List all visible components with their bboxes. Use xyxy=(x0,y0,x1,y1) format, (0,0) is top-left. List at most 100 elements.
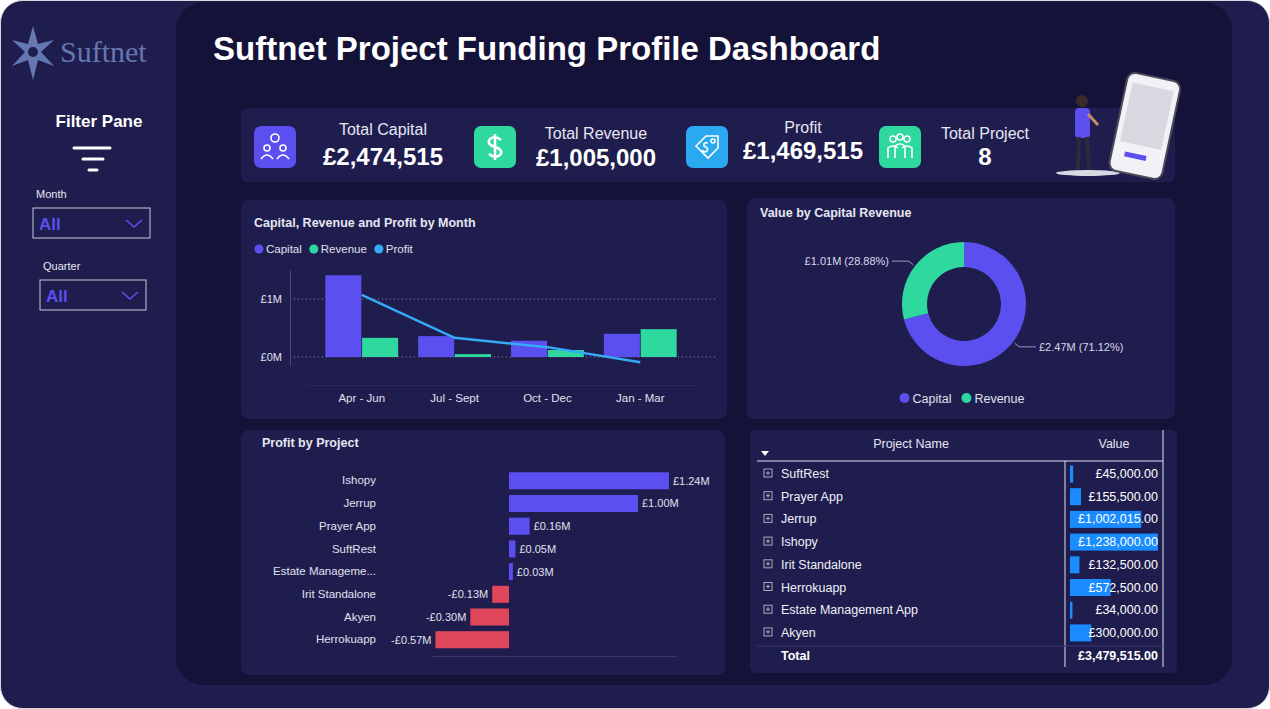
value-bar xyxy=(1070,556,1079,573)
expand-plus[interactable] xyxy=(766,471,770,475)
total-value: £3,479,515.00 xyxy=(1078,649,1158,663)
expand-plus[interactable] xyxy=(766,516,770,520)
cell-name: SuftRest xyxy=(781,467,829,481)
dropdown-chevron[interactable] xyxy=(126,220,142,227)
expand-plus[interactable] xyxy=(766,630,770,634)
kpi-card: Total Project8 xyxy=(879,125,1030,170)
x-tick-label: Jan - Mar xyxy=(616,392,665,404)
bar xyxy=(362,338,398,357)
kpi-icon-glyph xyxy=(888,134,912,158)
expand-plus[interactable] xyxy=(766,585,770,589)
x-axis xyxy=(432,656,677,657)
icon-part xyxy=(890,136,896,142)
logo-icon xyxy=(12,26,54,80)
y-axis-line xyxy=(380,471,381,652)
icon-part xyxy=(696,136,718,158)
project-table: Project Name Value SuftRest£45,000.00 Praye… xyxy=(750,430,1177,673)
x-tick-label: Oct - Dec xyxy=(523,392,572,404)
expand-plus[interactable] xyxy=(766,494,770,498)
expand-plus[interactable] xyxy=(766,539,770,543)
y-tick: Akyen xyxy=(344,611,380,623)
data-label: £2.47M (71.12%) xyxy=(1039,341,1123,353)
cell-value: £155,500.00 xyxy=(1088,490,1158,504)
filter-control: MonthAll xyxy=(33,188,150,238)
icon-part xyxy=(888,144,912,158)
phone-body xyxy=(1108,71,1182,180)
cell-name: Irit Standalone xyxy=(781,558,862,572)
x-tick: Jan - Mar xyxy=(616,385,665,404)
kpi-icon-glyph xyxy=(696,136,718,158)
bar xyxy=(492,586,509,603)
expand-button[interactable] xyxy=(764,560,772,568)
value-bar xyxy=(1070,488,1081,505)
expand-box[interactable] xyxy=(764,560,772,568)
person-body xyxy=(1075,108,1090,138)
phone-button xyxy=(1124,151,1147,160)
cell-name: Prayer App xyxy=(781,490,843,504)
cell-value: £572,500.00 xyxy=(1088,581,1158,595)
legend: CapitalRevenue xyxy=(900,392,1025,406)
expand-button[interactable] xyxy=(764,469,772,477)
expand-plus[interactable] xyxy=(766,562,770,566)
dropdown-chevron[interactable] xyxy=(122,292,138,299)
icon-part xyxy=(897,134,903,140)
expand-plus[interactable] xyxy=(766,607,770,611)
expand-button[interactable] xyxy=(764,605,772,613)
expand-box[interactable] xyxy=(764,537,772,545)
legend-label: Capital xyxy=(266,243,302,255)
illustration xyxy=(1056,71,1182,180)
column-header: Project Name xyxy=(873,437,949,451)
expand-box[interactable] xyxy=(764,583,772,591)
cell-value: £300,000.00 xyxy=(1088,626,1158,640)
bar xyxy=(509,495,638,512)
cell-value: £34,000.00 xyxy=(1095,603,1158,617)
slices xyxy=(902,242,1026,366)
expand-button[interactable] xyxy=(764,514,772,522)
bar xyxy=(641,329,677,357)
kpi-icon-bg xyxy=(474,126,516,168)
dropdown-value[interactable]: All xyxy=(46,287,68,306)
card xyxy=(747,198,1175,419)
sort-indicator[interactable] xyxy=(761,451,769,456)
expand-button[interactable] xyxy=(764,628,772,636)
value-bar xyxy=(1070,534,1158,551)
bar xyxy=(325,275,361,357)
bar xyxy=(509,472,669,489)
y-tick-label: Estate Manageme... xyxy=(273,565,376,577)
expand-box[interactable] xyxy=(764,605,772,613)
leader-line xyxy=(1015,343,1036,347)
table-row: Ishopy£1,238,000.00 xyxy=(764,534,1158,551)
dashboard: SuftnetSuftnet Project Funding Profile D… xyxy=(0,0,1270,709)
person-arm xyxy=(1088,114,1098,125)
expand-button[interactable] xyxy=(764,583,772,591)
data-label: £0.05M xyxy=(519,543,556,555)
expand-button[interactable] xyxy=(764,492,772,500)
x-tick: Oct - Dec xyxy=(523,385,572,404)
expand-box[interactable] xyxy=(764,492,772,500)
dropdown-value[interactable]: All xyxy=(39,215,61,234)
legend-swatch xyxy=(309,245,318,254)
expand-button[interactable] xyxy=(764,537,772,545)
expand-box[interactable] xyxy=(764,628,772,636)
profit-bar-chart: Profit by ProjectIshopyJerrupPrayer AppS… xyxy=(241,430,725,675)
dropdown[interactable] xyxy=(40,280,146,310)
kpi-label: Profit xyxy=(784,119,822,136)
column-header: Value xyxy=(1098,437,1129,451)
expand-box[interactable] xyxy=(764,469,772,477)
expand-box[interactable] xyxy=(764,514,772,522)
logo-text: Suftnet xyxy=(60,35,147,68)
leader-line xyxy=(892,261,913,265)
y-tick: SuftRest xyxy=(332,543,380,555)
cell-name: Herrokuapp xyxy=(781,581,846,595)
value-bar xyxy=(1070,602,1072,619)
y-tick: Estate Manageme... xyxy=(273,565,380,577)
y-tick-label: Irit Standalone xyxy=(302,588,376,600)
legend: CapitalRevenueProfit xyxy=(255,243,414,255)
logo-core xyxy=(28,47,38,57)
kpi-icon-bg xyxy=(254,126,296,168)
dropdown[interactable] xyxy=(33,208,150,238)
cell-name: Estate Management App xyxy=(781,603,918,617)
y-tick-label: Herrokuapp xyxy=(316,633,376,645)
legend-label: Revenue xyxy=(974,392,1024,406)
table-row: SuftRest£45,000.00 xyxy=(764,466,1158,483)
